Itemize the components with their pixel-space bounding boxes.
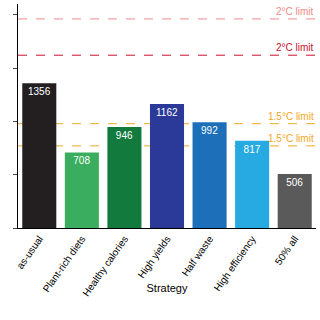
svg-text:817: 817 xyxy=(244,144,261,155)
svg-text:as-usual: as-usual xyxy=(14,234,45,271)
svg-text:50% all: 50% all xyxy=(273,234,301,267)
svg-text:Healthy calories: Healthy calories xyxy=(80,234,130,299)
svg-text:1.5°C limit: 1.5°C limit xyxy=(268,111,314,122)
svg-text:506: 506 xyxy=(286,177,303,188)
svg-text:1356: 1356 xyxy=(28,86,51,97)
svg-text:946: 946 xyxy=(116,130,133,141)
svg-text:High efficiency: High efficiency xyxy=(212,234,258,293)
svg-text:708: 708 xyxy=(73,155,90,166)
svg-text:1162: 1162 xyxy=(156,107,178,118)
svg-text:High yields: High yields xyxy=(136,234,173,280)
svg-text:1.5°C limit: 1.5°C limit xyxy=(268,133,314,144)
svg-text:2°C limit: 2°C limit xyxy=(276,42,314,53)
svg-text:Plant-rich diets: Plant-rich diets xyxy=(41,234,88,294)
svg-text:992: 992 xyxy=(201,125,218,136)
svg-text:Strategy: Strategy xyxy=(147,282,188,294)
svg-text:2°C limit: 2°C limit xyxy=(276,6,314,17)
svg-text:Half waste: Half waste xyxy=(180,233,216,278)
